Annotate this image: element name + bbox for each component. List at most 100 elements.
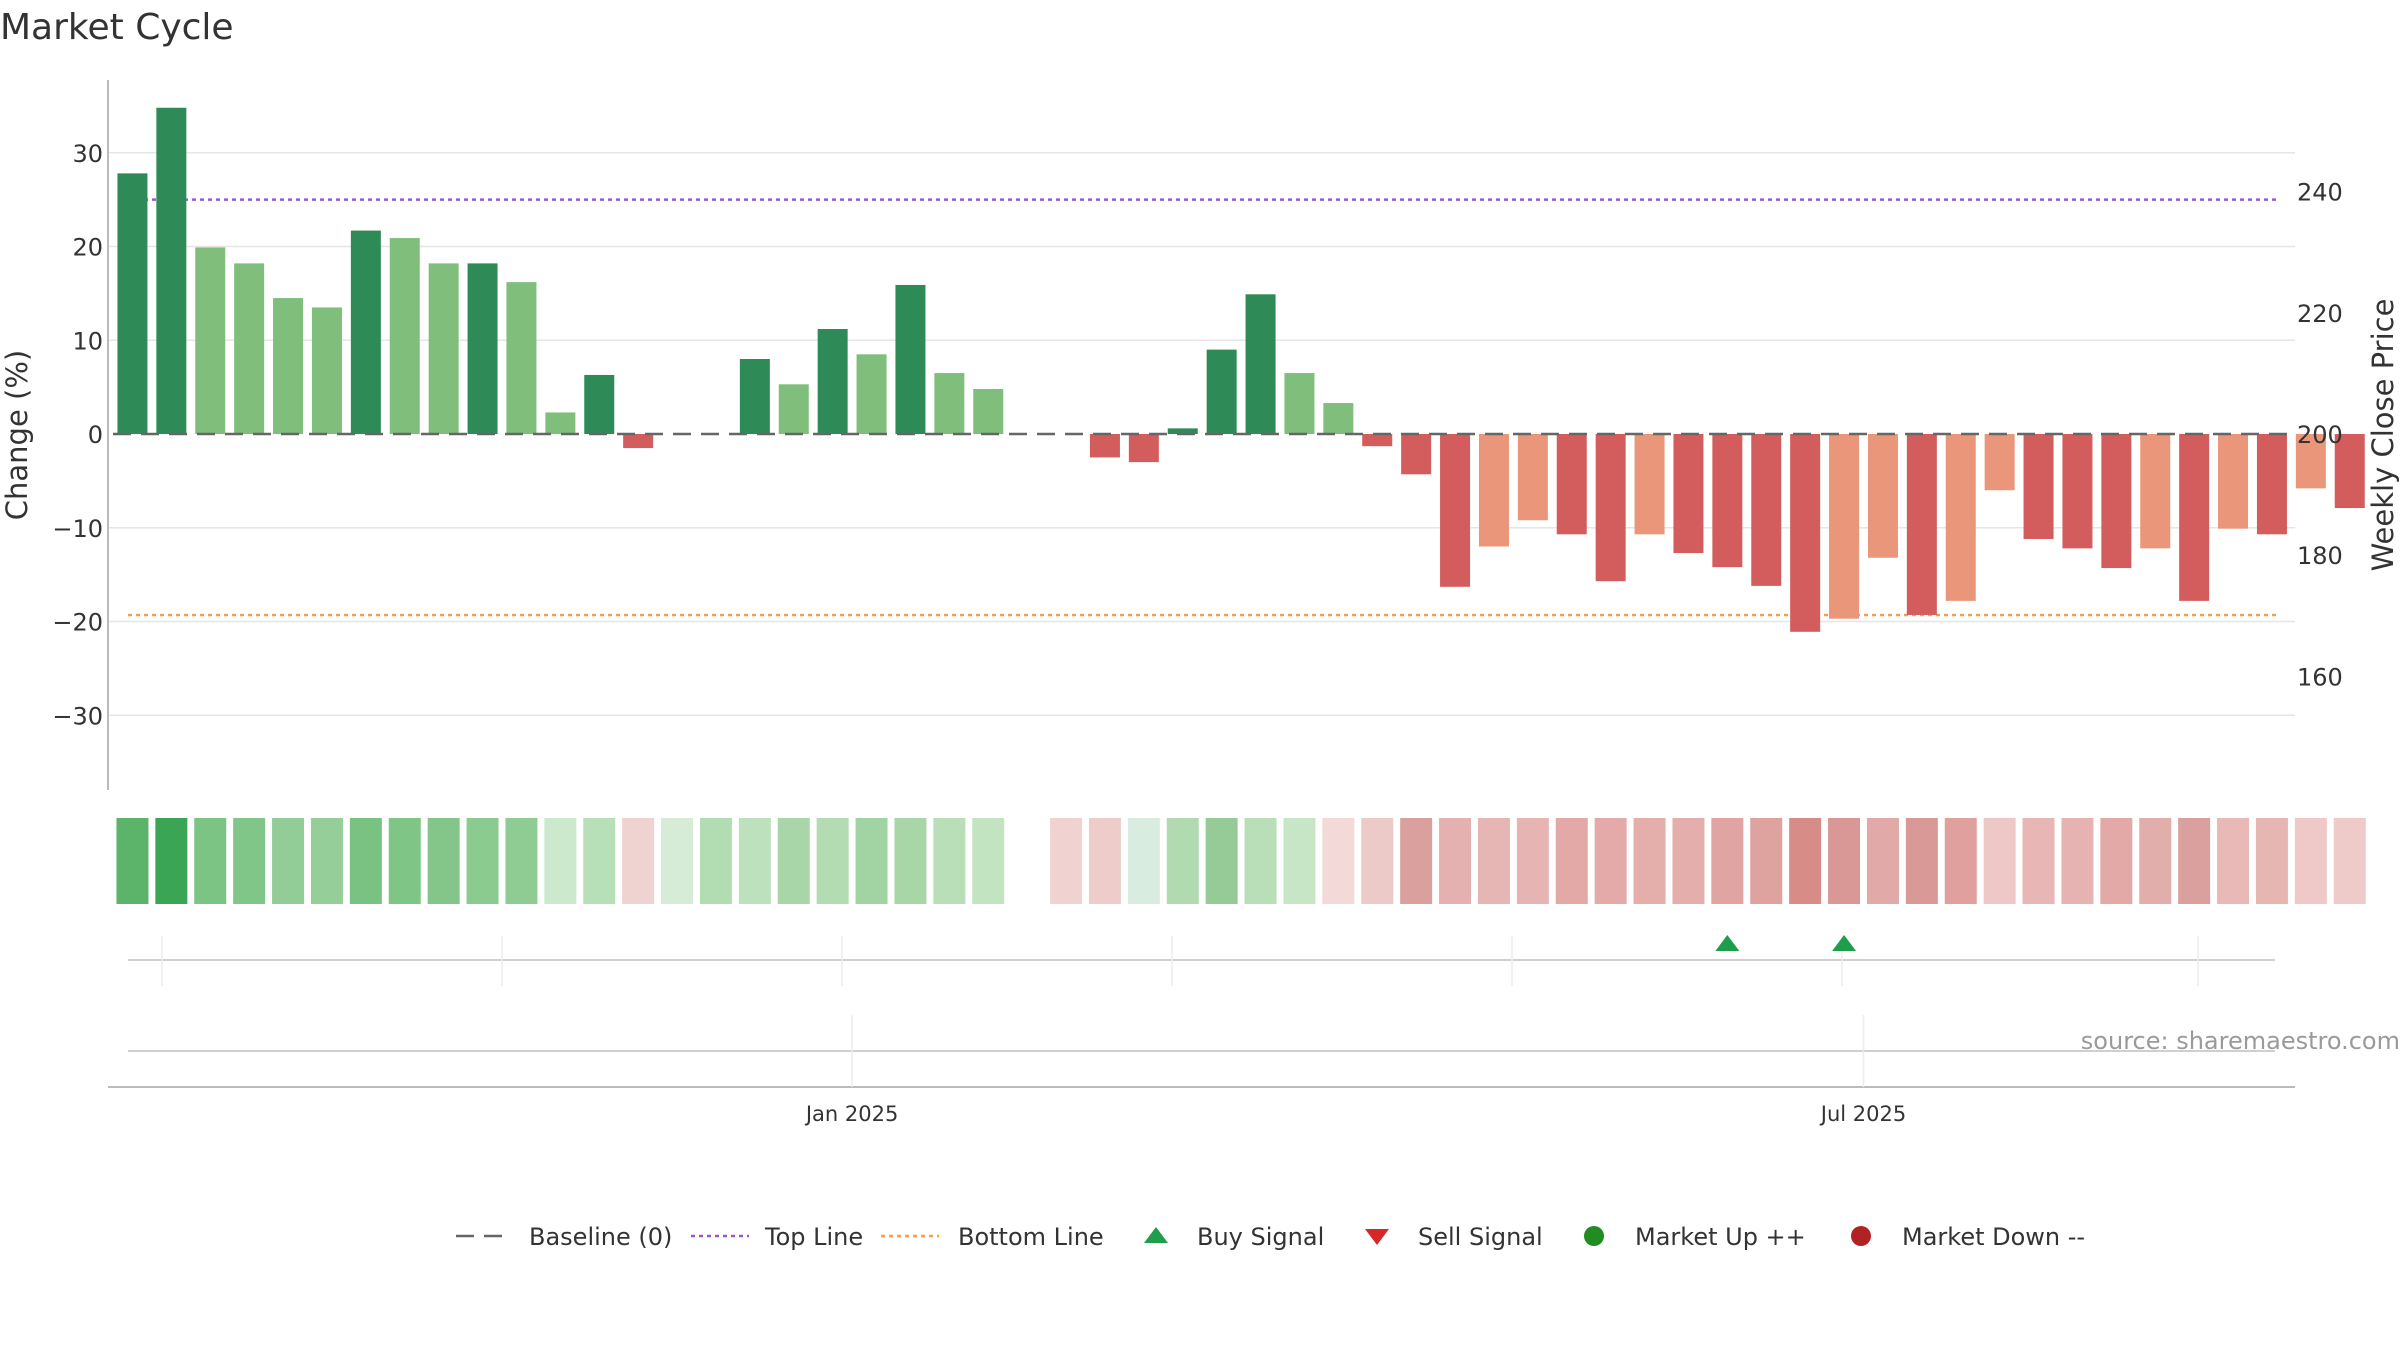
date-axis: Jan 2025 Jul 2025	[108, 1015, 2295, 1126]
legend-item: Baseline (0)	[456, 1223, 672, 1251]
heat-cell	[116, 818, 149, 904]
heat-cell	[816, 818, 849, 904]
heat-cell	[622, 818, 655, 904]
bar	[195, 247, 226, 434]
heat-cell	[1088, 818, 1121, 904]
bar	[1284, 373, 1315, 434]
legend-item: Top Line	[691, 1223, 863, 1251]
y-tick-label: −30	[52, 702, 103, 730]
heat-cell	[1283, 818, 1316, 904]
bar	[2334, 434, 2365, 509]
bar	[1128, 434, 1159, 463]
heat-cell	[855, 818, 888, 904]
heat-cell	[1633, 818, 1666, 904]
y-tick-label: −20	[52, 609, 103, 637]
heat-cell	[2294, 818, 2327, 904]
heat-cell	[1711, 818, 1744, 904]
heat-cell	[233, 818, 266, 904]
bar	[1401, 434, 1432, 475]
heat-cell	[1750, 818, 1783, 904]
heat-cell	[1516, 818, 1549, 904]
bar	[1634, 434, 1665, 535]
bar	[311, 307, 342, 434]
legend-item: Sell Signal	[1365, 1223, 1543, 1251]
heat-cell	[1166, 818, 1199, 904]
heat-cell	[2061, 818, 2094, 904]
y2-tick-label: 160	[2297, 663, 2343, 691]
bar	[1323, 403, 1354, 434]
y2-tick-label: 180	[2297, 542, 2343, 570]
reference-lines	[128, 198, 2278, 617]
legend-label: Market Down --	[1902, 1223, 2085, 1251]
bar	[1751, 434, 1782, 586]
legend-label: Bottom Line	[958, 1223, 1104, 1251]
legend-swatch	[1144, 1227, 1168, 1243]
chart-title: Market Cycle	[0, 7, 234, 48]
bar	[1206, 349, 1237, 434]
bar	[117, 173, 148, 434]
heat-cell	[699, 818, 732, 904]
heat-cell	[1555, 818, 1588, 904]
heat-cell	[2100, 818, 2133, 904]
x-tick-label: Jan 2025	[804, 1102, 899, 1126]
heat-cell	[1477, 818, 1510, 904]
bar	[1167, 428, 1198, 434]
bar	[1790, 434, 1821, 632]
heat-cell	[2333, 818, 2366, 904]
bar	[1517, 434, 1548, 521]
bar	[234, 263, 265, 434]
y-tick-label: 20	[72, 234, 103, 262]
legend-item: Market Up ++	[1584, 1223, 1806, 1251]
heat-cell	[1361, 818, 1394, 904]
heat-cell	[1672, 818, 1705, 904]
bar	[1867, 434, 1898, 558]
bar	[1440, 434, 1471, 587]
bar	[1556, 434, 1587, 535]
heat-cell	[1400, 818, 1433, 904]
heat-cell	[2022, 818, 2055, 904]
bar	[156, 107, 187, 434]
bar	[2062, 434, 2093, 549]
heatmap-strip	[116, 818, 2366, 904]
y-tick-label: 10	[72, 327, 103, 355]
heat-cell	[1244, 818, 1277, 904]
heat-cell	[1789, 818, 1822, 904]
heat-cell	[155, 818, 188, 904]
bar	[1945, 434, 1976, 601]
heat-cell	[1127, 818, 1160, 904]
heat-cell	[544, 818, 577, 904]
source-label: source: sharemaestro.com	[2081, 1027, 2400, 1055]
heat-cell	[466, 818, 499, 904]
bar-series	[113, 107, 2365, 632]
legend-label: Buy Signal	[1197, 1223, 1324, 1251]
heat-cell	[349, 818, 382, 904]
legend-item: Market Down --	[1851, 1223, 2085, 1251]
bar	[1245, 294, 1276, 434]
bar	[2256, 434, 2287, 535]
heat-cell	[894, 818, 927, 904]
bar	[506, 282, 537, 434]
y2-tick-label: 200	[2297, 421, 2343, 449]
y2-tick-label: 240	[2297, 179, 2343, 207]
bar	[2101, 434, 2132, 569]
legend-item: Buy Signal	[1144, 1223, 1324, 1251]
y-tick-label: 0	[88, 421, 103, 449]
heat-cell	[1905, 818, 1938, 904]
heat-cell	[1011, 818, 1044, 904]
heat-cell	[583, 818, 616, 904]
heat-cell	[272, 818, 305, 904]
heat-cell	[388, 818, 421, 904]
heat-cell	[1050, 818, 1083, 904]
heat-cell	[933, 818, 966, 904]
heat-cell	[1983, 818, 2016, 904]
bar	[856, 354, 887, 434]
y-tick-label: 30	[72, 140, 103, 168]
bar	[1984, 434, 2015, 491]
bar	[273, 298, 304, 434]
buy-signal-marker	[1832, 935, 1857, 951]
legend-swatch	[1365, 1229, 1389, 1245]
heat-cell	[661, 818, 694, 904]
heat-cell	[2178, 818, 2211, 904]
bar	[428, 263, 459, 434]
